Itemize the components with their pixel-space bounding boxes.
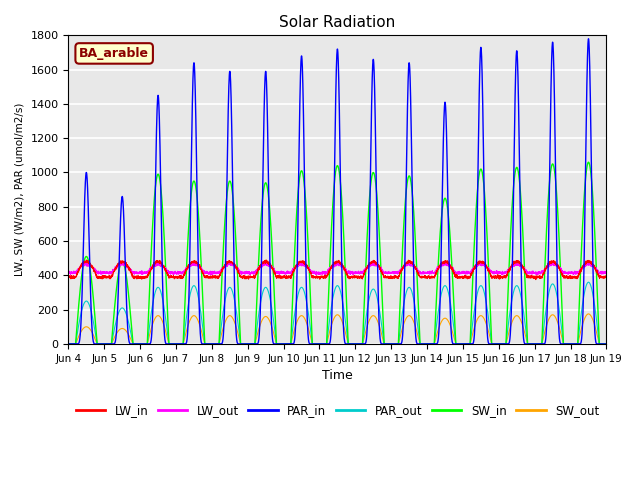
LW_in [262, 257, 270, 263]
LW_out [603, 270, 611, 276]
LW_out [317, 270, 325, 276]
PAR_out [65, 341, 72, 347]
Line: PAR_out: PAR_out [68, 282, 607, 344]
SW_out [458, 341, 466, 347]
PAR_in [458, 341, 466, 347]
SW_out [65, 341, 72, 347]
X-axis label: Time: Time [322, 369, 353, 382]
SW_in [161, 252, 169, 258]
PAR_out [603, 341, 611, 347]
LW_out [458, 270, 466, 276]
LW_out [489, 270, 497, 276]
PAR_out [584, 279, 592, 285]
PAR_out [428, 341, 436, 347]
Line: LW_in: LW_in [68, 260, 607, 280]
Line: PAR_in: PAR_in [68, 39, 607, 344]
SW_out [488, 341, 496, 347]
LW_in [602, 275, 610, 280]
PAR_out [458, 341, 466, 347]
PAR_in [161, 338, 169, 344]
LW_in [458, 274, 466, 280]
LW_out [428, 269, 436, 275]
Line: SW_in: SW_in [68, 162, 607, 344]
LW_in [532, 277, 540, 283]
SW_out [584, 311, 592, 317]
Title: Solar Radiation: Solar Radiation [279, 15, 396, 30]
SW_out [428, 341, 436, 347]
SW_in [428, 341, 436, 347]
SW_in [317, 341, 325, 347]
PAR_in [428, 341, 436, 347]
LW_in [603, 274, 611, 280]
LW_in [428, 273, 436, 279]
LW_out [452, 272, 460, 278]
LW_out [602, 271, 610, 276]
PAR_out [488, 341, 496, 347]
PAR_out [317, 341, 325, 347]
PAR_out [602, 341, 610, 347]
SW_in [65, 341, 72, 347]
Line: LW_out: LW_out [68, 262, 607, 275]
PAR_in [602, 341, 610, 347]
Text: BA_arable: BA_arable [79, 47, 149, 60]
LW_in [161, 266, 169, 272]
SW_in [603, 341, 611, 347]
Legend: LW_in, LW_out, PAR_in, PAR_out, SW_in, SW_out: LW_in, LW_out, PAR_in, PAR_out, SW_in, S… [71, 399, 604, 421]
SW_out [317, 341, 325, 347]
LW_in [65, 273, 72, 279]
SW_out [603, 341, 611, 347]
PAR_in [603, 341, 611, 347]
Line: SW_out: SW_out [68, 314, 607, 344]
LW_out [65, 269, 72, 275]
SW_out [602, 341, 610, 347]
PAR_in [488, 341, 496, 347]
PAR_in [65, 341, 72, 347]
SW_in [488, 341, 496, 347]
PAR_in [584, 36, 592, 42]
PAR_out [161, 312, 169, 317]
PAR_in [317, 341, 325, 347]
SW_in [584, 159, 592, 165]
SW_in [458, 341, 466, 347]
LW_in [488, 274, 496, 280]
LW_out [161, 266, 169, 272]
LW_in [317, 274, 325, 279]
SW_in [602, 341, 610, 347]
SW_out [161, 326, 169, 332]
LW_out [442, 259, 450, 265]
Y-axis label: LW, SW (W/m2), PAR (umol/m2/s): LW, SW (W/m2), PAR (umol/m2/s) [15, 103, 25, 276]
